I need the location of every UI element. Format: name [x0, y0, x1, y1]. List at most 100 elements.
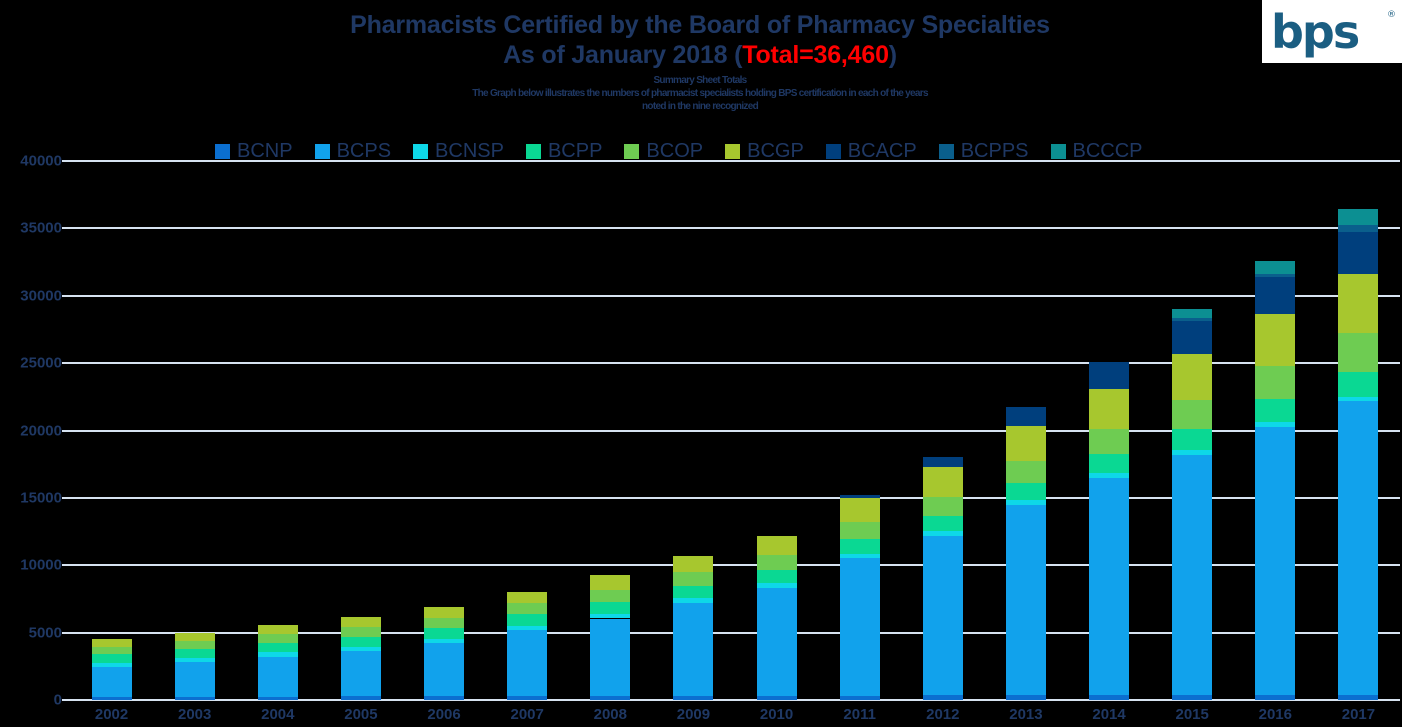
bar-segment-bcgp[interactable]: [922, 467, 963, 497]
bar-segment-bcps[interactable]: [756, 587, 797, 696]
bar-segment-bcps[interactable]: [91, 666, 132, 697]
bar-segment-bcps[interactable]: [1005, 504, 1046, 696]
bar-segment-bcgp[interactable]: [507, 591, 548, 603]
bar-segment-bcop[interactable]: [174, 641, 215, 650]
bar-segment-bcop[interactable]: [1172, 399, 1213, 430]
bar-segment-bcacp[interactable]: [1338, 232, 1379, 274]
bar-segment-bcgp[interactable]: [839, 498, 880, 523]
bar-segment-bcacp[interactable]: [922, 457, 963, 468]
bar-segment-bcop[interactable]: [257, 634, 298, 644]
bar-segment-bcpp[interactable]: [257, 643, 298, 653]
bar-segment-bcpp[interactable]: [590, 601, 631, 615]
bar-group[interactable]: [1005, 161, 1046, 700]
bar-segment-bcps[interactable]: [340, 651, 381, 697]
bar-segment-bcnp[interactable]: [756, 695, 797, 700]
bar-segment-bcnp[interactable]: [1172, 695, 1213, 700]
bar-segment-bcop[interactable]: [91, 647, 132, 655]
bar-segment-bcpp[interactable]: [174, 649, 215, 659]
bar-segment-bcccp[interactable]: [1338, 208, 1379, 226]
bar-segment-bcnp[interactable]: [257, 696, 298, 700]
bar-group[interactable]: [590, 161, 631, 700]
legend-item-bcnp[interactable]: BCNP: [215, 140, 293, 163]
bar-segment-bcpp[interactable]: [756, 569, 797, 584]
bar-segment-bcps[interactable]: [839, 558, 880, 696]
bar-segment-bcps[interactable]: [507, 630, 548, 697]
bar-segment-bcnsp[interactable]: [839, 553, 880, 559]
bar-segment-bcop[interactable]: [1338, 332, 1379, 372]
legend-item-bcop[interactable]: BCOP: [624, 140, 703, 163]
bar-segment-bcgp[interactable]: [1338, 273, 1379, 333]
bar-group[interactable]: [91, 161, 132, 700]
bar-segment-bcnp[interactable]: [1338, 694, 1379, 700]
bar-segment-bcps[interactable]: [673, 602, 714, 696]
bar-segment-bcnsp[interactable]: [922, 531, 963, 536]
bar-segment-bcps[interactable]: [174, 662, 215, 697]
legend-item-bcps[interactable]: BCPS: [314, 140, 391, 163]
bar-segment-bcgp[interactable]: [174, 633, 215, 642]
bar-segment-bcpp[interactable]: [922, 515, 963, 532]
bar-group[interactable]: [507, 161, 548, 700]
bar-segment-bcps[interactable]: [1255, 426, 1296, 695]
bar-group[interactable]: [1338, 161, 1379, 700]
bar-segment-bcgp[interactable]: [673, 555, 714, 573]
bar-segment-bcnsp[interactable]: [174, 658, 215, 663]
bar-segment-bcpps[interactable]: [1338, 225, 1379, 233]
bar-segment-bcps[interactable]: [1172, 454, 1213, 696]
bar-segment-bcop[interactable]: [1089, 428, 1130, 455]
bar-segment-bcacp[interactable]: [1089, 361, 1130, 389]
bar-segment-bcpp[interactable]: [839, 539, 880, 554]
bar-segment-bcgp[interactable]: [1089, 388, 1130, 429]
bar-segment-bcgp[interactable]: [1005, 426, 1046, 462]
bar-segment-bcps[interactable]: [1089, 477, 1130, 696]
bar-segment-bcnsp[interactable]: [424, 638, 465, 644]
bar-segment-bcop[interactable]: [424, 617, 465, 628]
bar-segment-bcop[interactable]: [922, 496, 963, 516]
bar-segment-bcnp[interactable]: [1005, 695, 1046, 700]
bar-segment-bcpp[interactable]: [1172, 429, 1213, 451]
bar-segment-bcnsp[interactable]: [1005, 500, 1046, 505]
bar-segment-bcps[interactable]: [257, 656, 298, 697]
bar-segment-bcnp[interactable]: [1089, 695, 1130, 700]
bar-segment-bcacp[interactable]: [1255, 277, 1296, 315]
bar-segment-bcnsp[interactable]: [257, 652, 298, 657]
bar-group[interactable]: [257, 161, 298, 700]
bar-segment-bcgp[interactable]: [756, 536, 797, 556]
bar-segment-bcnp[interactable]: [922, 695, 963, 700]
bar-segment-bcpps[interactable]: [1172, 318, 1213, 321]
bar-segment-bcacp[interactable]: [1172, 320, 1213, 354]
legend-item-bcacp[interactable]: BCACP: [825, 140, 917, 163]
bar-segment-bcop[interactable]: [756, 555, 797, 570]
bar-segment-bcnp[interactable]: [507, 696, 548, 700]
bar-segment-bcnp[interactable]: [590, 695, 631, 700]
bar-segment-bcpp[interactable]: [340, 636, 381, 647]
bar-group[interactable]: [839, 161, 880, 700]
bar-segment-bcccp[interactable]: [1172, 308, 1213, 318]
bar-group[interactable]: [424, 161, 465, 700]
bar-segment-bcps[interactable]: [922, 535, 963, 696]
bar-segment-bcacp[interactable]: [1005, 407, 1046, 427]
legend-item-bcpps[interactable]: BCPPS: [938, 140, 1029, 163]
bar-segment-bcop[interactable]: [839, 522, 880, 540]
legend-item-bcpp[interactable]: BCPP: [525, 140, 602, 163]
bar-segment-bcps[interactable]: [590, 618, 631, 696]
bar-segment-bcps[interactable]: [424, 643, 465, 697]
legend-item-bcccp[interactable]: BCCCP: [1050, 140, 1143, 163]
bar-segment-bcgp[interactable]: [590, 574, 631, 590]
bar-segment-bcnsp[interactable]: [590, 614, 631, 619]
legend-item-bcgp[interactable]: BCGP: [725, 140, 804, 163]
bar-segment-bcps[interactable]: [1338, 401, 1379, 695]
bar-segment-bcnsp[interactable]: [1089, 473, 1130, 478]
bar-segment-bcop[interactable]: [1255, 365, 1296, 400]
bar-segment-bcgp[interactable]: [340, 617, 381, 628]
bar-segment-bcop[interactable]: [673, 572, 714, 586]
legend-item-bcnsp[interactable]: BCNSP: [413, 140, 504, 163]
bar-segment-bcnsp[interactable]: [1338, 396, 1379, 401]
bar-group[interactable]: [922, 161, 963, 700]
bar-segment-bcpp[interactable]: [1255, 399, 1296, 423]
bar-segment-bcnp[interactable]: [1255, 694, 1296, 700]
bar-group[interactable]: [1255, 161, 1296, 700]
bar-segment-bcnp[interactable]: [174, 696, 215, 700]
bar-group[interactable]: [756, 161, 797, 700]
bar-segment-bcnsp[interactable]: [673, 598, 714, 603]
bar-segment-bcop[interactable]: [340, 627, 381, 637]
